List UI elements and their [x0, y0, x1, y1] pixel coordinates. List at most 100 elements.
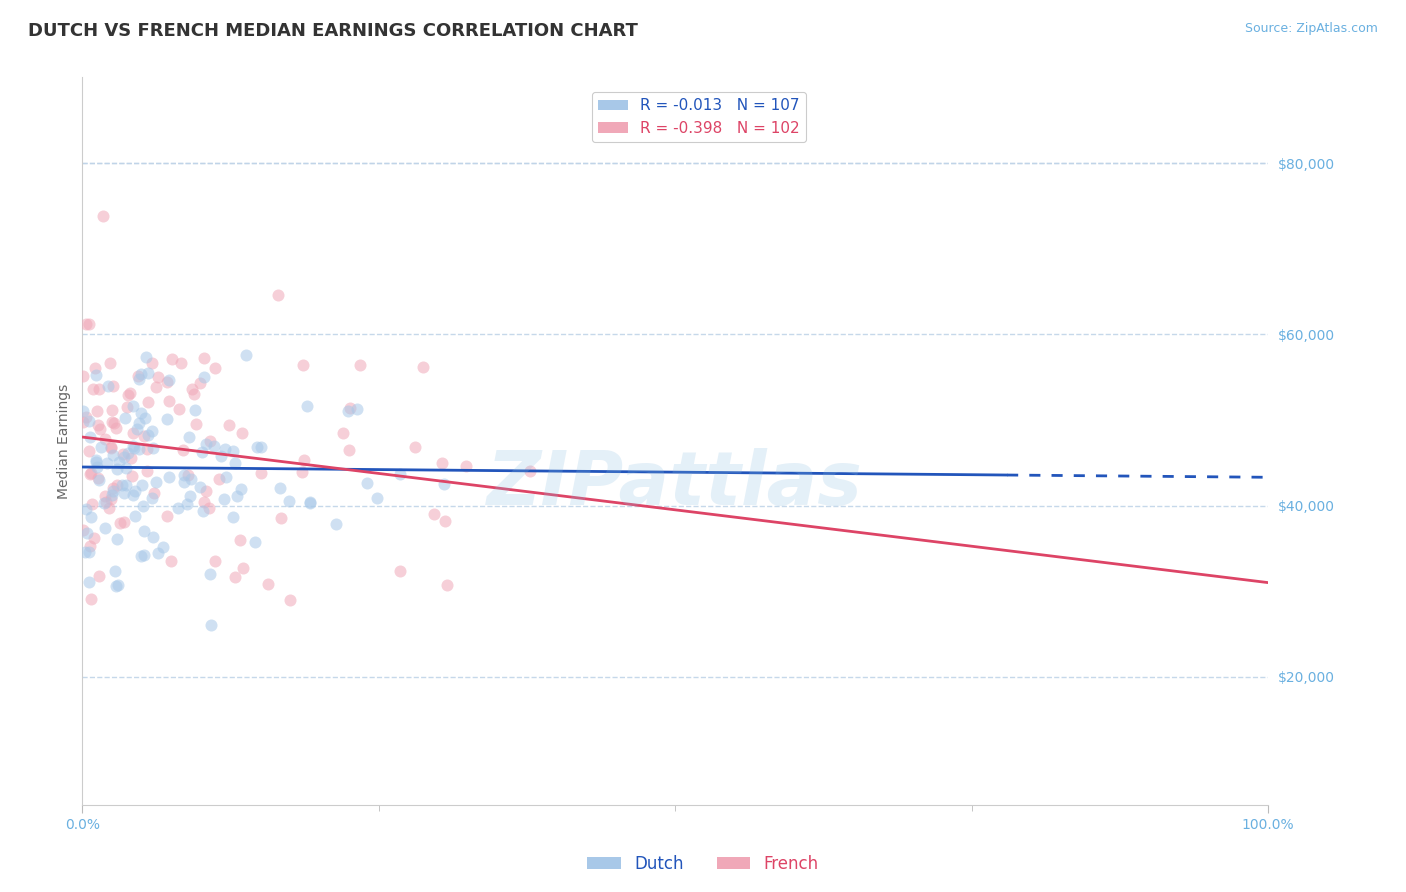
Point	[224, 570, 246, 584]
Point	[103, 564, 125, 578]
Point	[112, 485, 135, 500]
Point	[134, 411, 156, 425]
Point	[170, 355, 193, 369]
Point	[89, 473, 111, 487]
Point	[83, 531, 105, 545]
Point	[278, 493, 301, 508]
Point	[250, 440, 273, 454]
Point	[72, 369, 94, 384]
Point	[141, 424, 163, 438]
Text: Source: ZipAtlas.com: Source: ZipAtlas.com	[1244, 22, 1378, 36]
Point	[188, 479, 211, 493]
Y-axis label: Median Earnings: Median Earnings	[58, 384, 72, 499]
Point	[121, 488, 143, 502]
Point	[432, 456, 454, 470]
Point	[96, 456, 118, 470]
Point	[72, 523, 94, 537]
Point	[191, 445, 214, 459]
Point	[141, 356, 163, 370]
Point	[135, 350, 157, 364]
Point	[243, 534, 266, 549]
Point	[115, 400, 138, 414]
Point	[270, 511, 292, 525]
Point	[82, 496, 104, 510]
Point	[73, 544, 96, 558]
Point	[93, 496, 115, 510]
Point	[136, 395, 159, 409]
Point	[80, 466, 103, 480]
Point	[204, 361, 226, 376]
Point	[180, 382, 202, 396]
Point	[135, 442, 157, 456]
Point	[77, 574, 100, 589]
Point	[215, 469, 238, 483]
Point	[117, 446, 139, 460]
Point	[103, 481, 125, 495]
Point	[128, 442, 150, 456]
Point	[94, 521, 117, 535]
Point	[111, 478, 134, 492]
Point	[75, 317, 97, 331]
Point	[152, 541, 174, 555]
Point	[122, 439, 145, 453]
Point	[212, 492, 235, 507]
Point	[366, 491, 388, 506]
Point	[131, 478, 153, 492]
Point	[157, 470, 180, 484]
Point	[292, 453, 315, 467]
Point	[142, 441, 165, 455]
Point	[141, 491, 163, 505]
Point	[193, 351, 215, 366]
Point	[235, 348, 257, 362]
Point	[184, 402, 207, 417]
Point	[72, 404, 94, 418]
Point	[79, 414, 101, 428]
Point	[190, 376, 212, 390]
Point	[157, 394, 180, 409]
Point	[160, 554, 183, 568]
Point	[166, 501, 188, 516]
Point	[100, 491, 122, 506]
Point	[180, 472, 202, 486]
Point	[108, 516, 131, 530]
Point	[332, 425, 354, 440]
Point	[356, 475, 378, 490]
Point	[218, 417, 240, 432]
Point	[160, 352, 183, 367]
Point	[146, 546, 169, 560]
Point	[84, 455, 107, 469]
Point	[100, 440, 122, 454]
Point	[132, 499, 155, 513]
Point	[101, 483, 124, 498]
Point	[112, 450, 135, 464]
Point	[104, 421, 127, 435]
Point	[156, 412, 179, 426]
Point	[79, 467, 101, 481]
Point	[194, 484, 217, 499]
Point	[122, 425, 145, 440]
Point	[136, 366, 159, 380]
Point	[115, 478, 138, 492]
Point	[269, 481, 291, 495]
Point	[77, 545, 100, 559]
Point	[209, 449, 232, 463]
Point	[121, 469, 143, 483]
Point	[124, 483, 146, 498]
Point	[100, 441, 122, 455]
Point	[291, 465, 314, 479]
Point	[107, 578, 129, 592]
Point	[339, 401, 361, 416]
Point	[173, 475, 195, 489]
Point	[292, 358, 315, 372]
Point	[177, 468, 200, 483]
Point	[186, 417, 208, 431]
Point	[278, 592, 301, 607]
Point	[77, 317, 100, 331]
Point	[200, 566, 222, 581]
Point	[105, 478, 128, 492]
Point	[157, 373, 180, 387]
Legend: Dutch, French: Dutch, French	[581, 848, 825, 880]
Point	[97, 501, 120, 516]
Point	[127, 369, 149, 384]
Point	[103, 416, 125, 430]
